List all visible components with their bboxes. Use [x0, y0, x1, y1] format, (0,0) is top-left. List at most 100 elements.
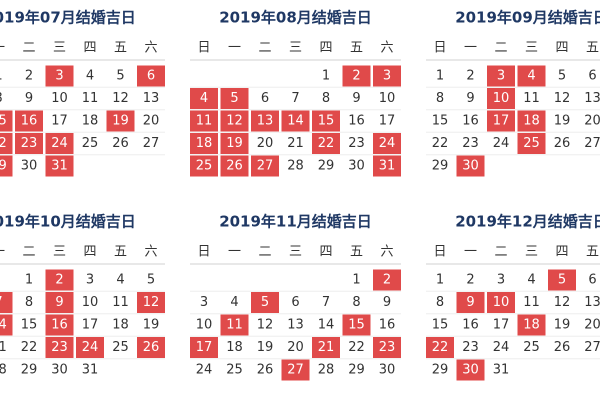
weekday-header: 一	[0, 245, 5, 260]
day-number: 2	[55, 273, 63, 288]
day-number: 28	[287, 159, 304, 174]
day-number: 11	[226, 318, 243, 333]
day-number: 8	[25, 295, 33, 310]
weekday-header: 六	[144, 245, 157, 260]
day-number: 24	[82, 340, 99, 355]
day-number: 21	[318, 340, 335, 355]
highlight-cell	[76, 337, 104, 358]
day-number: 22	[21, 340, 38, 355]
day-number: 11	[523, 295, 540, 310]
day-number: 4	[527, 69, 535, 84]
day-number: 14	[287, 114, 304, 129]
weekday-header: 三	[53, 41, 66, 56]
day-number: 18	[196, 136, 213, 151]
day-number: 30	[462, 159, 479, 174]
day-number: 16	[379, 318, 396, 333]
highlight-cell	[517, 110, 546, 132]
weekday-header: 二	[22, 41, 35, 56]
day-number: 26	[554, 136, 571, 151]
day-number: 22	[348, 340, 365, 355]
day-number: 12	[226, 114, 243, 129]
weekday-header: 六	[144, 41, 157, 56]
highlight-cell	[487, 65, 515, 87]
weekday-header: 三	[525, 245, 538, 260]
day-number: 24	[196, 363, 213, 378]
day-number: 3	[497, 273, 505, 288]
day-number: 26	[143, 340, 160, 355]
day-number: 15	[0, 114, 7, 129]
day-number: 10	[493, 295, 510, 310]
weekday-header: 五	[586, 41, 599, 56]
day-number: 2	[352, 69, 360, 84]
day-number: 13	[257, 114, 274, 129]
day-number: 27	[257, 159, 274, 174]
highlight-cell	[312, 133, 340, 154]
day-number: 8	[352, 295, 360, 310]
day-number: 22	[432, 136, 449, 151]
day-number: 19	[257, 340, 274, 355]
day-number: 19	[554, 114, 571, 129]
day-number: 10	[379, 91, 396, 106]
weekday-header: 六	[380, 41, 393, 56]
weekday-header: 日	[433, 245, 446, 260]
day-number: 29	[432, 363, 449, 378]
day-number: 19	[143, 318, 160, 333]
day-number: 20	[584, 114, 600, 129]
day-number: 28	[318, 363, 335, 378]
day-number: 31	[51, 159, 68, 174]
weekday-header: 五	[114, 245, 127, 260]
highlight-cell	[426, 337, 454, 358]
highlight-cell	[190, 110, 218, 132]
day-number: 12	[554, 295, 571, 310]
day-number: 15	[432, 114, 449, 129]
day-number: 15	[318, 114, 335, 129]
day-number: 17	[82, 318, 99, 333]
day-number: 5	[558, 69, 566, 84]
day-number: 25	[196, 159, 213, 174]
day-number: 2	[466, 69, 474, 84]
day-number: 18	[523, 318, 540, 333]
day-number: 7	[291, 91, 299, 106]
highlight-cell	[190, 133, 218, 154]
day-number: 6	[261, 91, 269, 106]
day-number: 10	[196, 318, 213, 333]
highlight-cell	[190, 88, 218, 109]
day-number: 12	[257, 318, 274, 333]
highlight-cell	[373, 65, 401, 87]
day-number: 17	[51, 114, 68, 129]
day-number: 13	[287, 318, 304, 333]
day-number: 26	[257, 363, 274, 378]
weekday-header: 一	[464, 41, 477, 56]
day-number: 3	[200, 295, 208, 310]
weekday-header: 三	[289, 41, 302, 56]
highlight-cell	[45, 314, 74, 336]
day-number: 2	[466, 273, 474, 288]
day-number: 3	[55, 69, 63, 84]
day-number: 6	[588, 69, 596, 84]
day-number: 2	[25, 69, 33, 84]
day-number: 11	[196, 114, 213, 129]
weekday-header: 五	[350, 245, 363, 260]
day-number: 6	[588, 273, 596, 288]
highlight-cell	[342, 314, 371, 336]
day-number: 24	[379, 136, 396, 151]
highlight-cell	[373, 269, 401, 291]
weekday-header: 五	[586, 245, 599, 260]
day-number: 25	[82, 136, 99, 151]
highlight-cell	[137, 65, 165, 87]
highlight-cell	[45, 269, 74, 291]
highlight-cell	[281, 110, 310, 132]
highlight-cell	[0, 110, 13, 132]
highlight-cell	[487, 292, 515, 313]
day-number: 24	[51, 136, 68, 151]
highlight-cell	[137, 337, 165, 358]
day-number: 29	[432, 159, 449, 174]
day-number: 11	[82, 91, 99, 106]
highlight-cell	[0, 133, 13, 154]
weekday-header: 五	[114, 41, 127, 56]
day-number: 8	[322, 91, 330, 106]
day-number: 16	[462, 114, 479, 129]
day-number: 24	[493, 136, 510, 151]
day-number: 26	[554, 340, 571, 355]
